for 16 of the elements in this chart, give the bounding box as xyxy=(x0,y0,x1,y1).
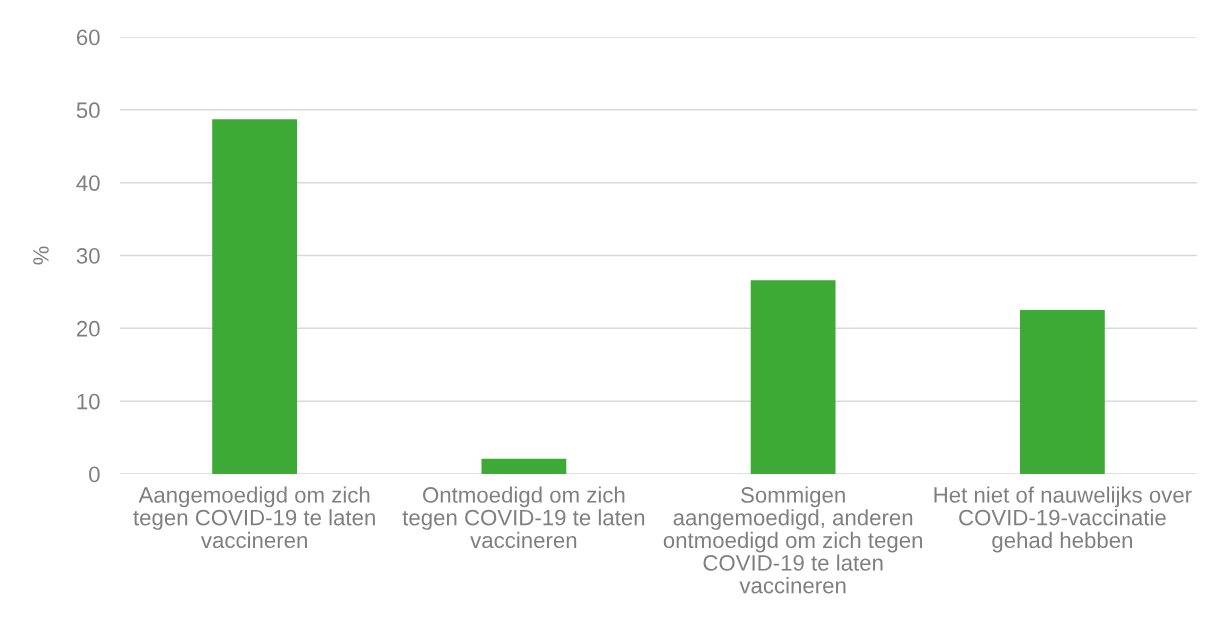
x-tick-label: Het niet of nauwelijks over COVID-19-vaccinatie gehad hebben xyxy=(934,486,1192,553)
y-axis-title: % xyxy=(33,246,49,265)
x-tick-label: Aangemoedigd om zich tegen COVID-19 te laten vaccineren xyxy=(133,486,375,549)
x-tick-label: Ontmoedigd om zich tegen COVID-19 te laten vaccineren xyxy=(402,486,645,549)
bar xyxy=(212,119,298,474)
y-tick-label: 50 xyxy=(76,102,100,119)
y-tick-label: 20 xyxy=(76,320,100,337)
bar xyxy=(750,280,836,474)
y-tick-label: 40 xyxy=(76,175,100,191)
y-tick-label: 60 xyxy=(76,29,100,46)
y-tick-label: 10 xyxy=(77,393,100,410)
x-tick-label: Sommigen aangemoedigd, anderen ontmoedigd om zich tegen COVID-19 te laten vaccineren xyxy=(663,486,923,594)
y-tick-label: 0 xyxy=(89,466,100,483)
y-tick-label: 30 xyxy=(76,248,100,264)
bar xyxy=(1019,310,1105,474)
bar xyxy=(481,458,567,474)
